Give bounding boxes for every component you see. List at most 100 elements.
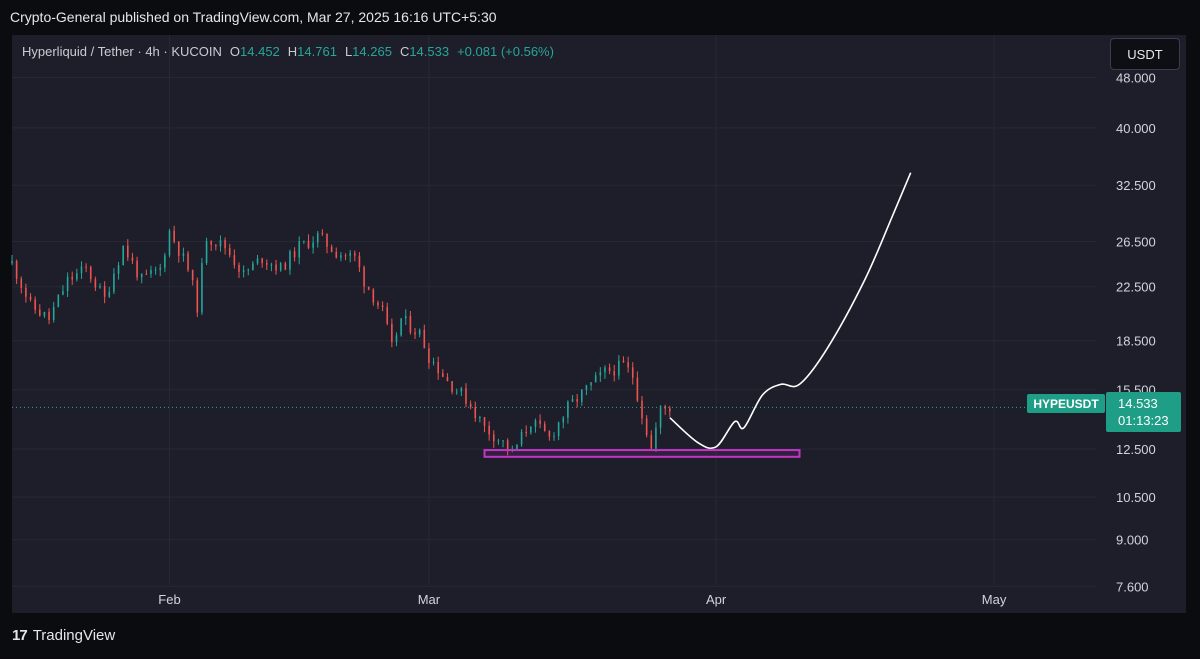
candle-body <box>321 233 324 235</box>
candle-body <box>108 291 111 297</box>
candle-body <box>442 373 444 377</box>
candle-body <box>372 289 375 303</box>
candle-body <box>256 258 259 264</box>
close-label: C <box>399 44 410 59</box>
candle-body <box>548 431 551 437</box>
candle-body <box>233 255 236 265</box>
y-tick-label: 26.500 <box>1116 235 1156 250</box>
candle-body <box>177 241 180 256</box>
candle-body <box>488 425 490 435</box>
candle-body <box>187 253 189 270</box>
candle-body <box>604 367 606 373</box>
candle-body <box>631 367 634 378</box>
candle-body <box>655 427 657 449</box>
x-tick-label: Mar <box>418 592 441 607</box>
time-axis: Feb Mar Apr May <box>158 592 1007 607</box>
support-zone <box>483 449 801 458</box>
candle-body <box>437 362 439 374</box>
candle-body <box>80 266 83 274</box>
candle-body <box>664 406 666 409</box>
candle-body <box>525 432 528 434</box>
high-value: 14.761 <box>297 44 337 59</box>
candle-body <box>358 255 361 268</box>
candle-body <box>196 280 199 313</box>
candle-body <box>349 253 351 256</box>
candle-body <box>590 382 592 386</box>
symbol-name: Hyperliquid / Tether · 4h · KUCOIN <box>22 44 222 59</box>
candle-body <box>428 348 430 364</box>
candle-body <box>103 286 106 297</box>
symbol-tag-label: HYPEUSDT <box>1033 397 1099 411</box>
x-tick-label: May <box>982 592 1007 607</box>
chart-panel[interactable] <box>12 35 1186 613</box>
candle-body <box>465 388 467 404</box>
currency-button[interactable]: USDT <box>1110 38 1180 70</box>
candle-body <box>479 417 481 419</box>
candle-body <box>391 323 393 343</box>
y-tick-label: 10.500 <box>1116 490 1156 505</box>
close-value: 14.533 <box>409 44 450 59</box>
candle-body <box>492 434 495 442</box>
candle-body <box>474 407 477 419</box>
candle-body <box>76 273 78 280</box>
candle-body <box>154 269 157 271</box>
tradingview-logo[interactable]: 17 TradingView <box>12 627 115 644</box>
candle-body <box>66 276 69 292</box>
candle-body <box>469 403 472 408</box>
candle-body <box>432 362 435 364</box>
candle-body <box>608 367 611 372</box>
candle-body <box>627 362 629 368</box>
candle-body <box>122 245 124 266</box>
candle-body <box>386 307 389 324</box>
candle-body <box>15 261 18 279</box>
candle-body <box>57 294 60 307</box>
candle-body <box>636 377 639 401</box>
candle-body <box>307 240 310 248</box>
high-label: H <box>287 44 298 59</box>
grid-lines <box>12 35 1096 587</box>
low-value: 14.265 <box>352 44 392 59</box>
candle-body <box>94 279 97 288</box>
candle-body <box>298 241 301 258</box>
price-tag-bg <box>1106 392 1181 432</box>
tradingview-mark-icon: 17 <box>12 627 28 644</box>
candle-body <box>140 273 143 278</box>
candle-body <box>85 266 87 268</box>
candle-body <box>20 278 23 288</box>
candle-body <box>330 246 333 252</box>
candle-body <box>99 286 101 288</box>
candle-body <box>284 263 287 270</box>
tradingview-wordmark: TradingView <box>32 627 116 644</box>
candle-body <box>659 406 662 428</box>
candle-body <box>534 420 537 427</box>
candle-body <box>252 263 254 270</box>
y-tick-label: 40.000 <box>1116 121 1156 136</box>
symbol-legend[interactable]: Hyperliquid / Tether · 4h · KUCOIN O14.45… <box>22 44 554 59</box>
candle-body <box>303 240 305 242</box>
candle-body <box>423 329 426 349</box>
candle-body <box>460 388 463 392</box>
candle-body <box>219 240 222 247</box>
y-tick-label: 12.500 <box>1116 442 1156 457</box>
candle-body <box>571 399 574 402</box>
candle-body <box>340 255 342 258</box>
candle-body <box>455 391 458 393</box>
price-tag-countdown: 01:13:23 <box>1118 413 1169 428</box>
price-tag-value: 14.533 <box>1118 396 1158 411</box>
y-tick-label: 22.500 <box>1116 280 1156 295</box>
candle-body <box>89 266 92 280</box>
candle-body <box>168 230 171 256</box>
x-tick-label: Apr <box>706 592 727 607</box>
projection-drawing <box>669 172 912 450</box>
candle-body <box>618 360 620 376</box>
y-tick-label: 32.500 <box>1116 178 1156 193</box>
candle-body <box>25 287 27 297</box>
projection-curve <box>669 172 912 450</box>
candle-body <box>645 418 648 436</box>
candle-body <box>275 264 277 271</box>
candle-body <box>641 400 643 419</box>
candle-body <box>520 432 523 445</box>
candle-body <box>553 436 555 438</box>
candle-body <box>377 302 379 306</box>
